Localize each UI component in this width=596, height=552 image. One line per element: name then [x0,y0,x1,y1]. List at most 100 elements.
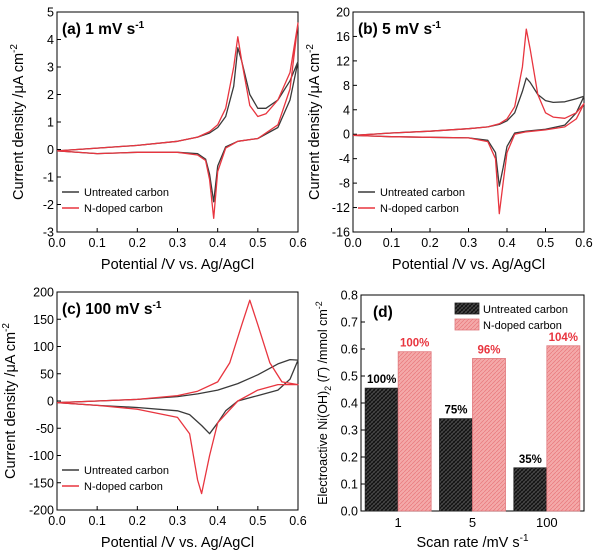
y-axis-label-text: Current density /μA cm [307,53,323,200]
x-axis-label-text: Scan rate /mV s [416,535,519,551]
x-tick-label: 0.1 [383,236,400,250]
y-axis-label: Current density /μA cm-2 [305,44,323,200]
panel-title-sup: -1 [432,20,441,31]
series-line-untreated [56,358,299,435]
y-axis-label: Current density /μA cm-2 [1,323,19,479]
series-line-untreated [56,47,299,203]
y-tick-label: 0.4 [341,397,358,411]
x-tick-label: 0.0 [48,236,65,250]
y-axis-label-text: Electroactive Ni(OH) [316,391,330,505]
x-tick-label: 0.1 [88,236,105,250]
panel-a: -3 -2 -1 0 1 2 3 4 5 0.0 0.1 0.2 0.3 0.4 0.5 0.6 (a) 1 m… [9,6,307,274]
panel-title: (b) 5 mV s-1 [358,20,441,38]
y-axis-label-text: Current density /μA cm [11,53,27,200]
y-tick-label: -1 [43,171,54,185]
x-tick-label: 0.4 [209,514,226,528]
y-tick-label: 4 [47,33,54,47]
x-tick-label: 0.0 [48,514,65,528]
y-axis-label: Electroactive Ni(OH)2 (Γ) /mmol cm-2 [314,301,333,505]
y-tick-label: 0.5 [341,370,358,384]
y-tick-label: 0.6 [341,343,358,357]
x-tick-label: 0.1 [88,514,105,528]
series-line-ndoped [56,299,299,495]
legend-label: N-doped carbon [380,203,459,215]
panel-title-sup: -1 [152,300,161,311]
y-tick-label: 4 [343,103,350,117]
legend-label: Untreated carbon [380,187,465,199]
series-line-ndoped [56,22,299,219]
series-line-untreated [352,77,585,187]
bar-value-label: 96% [477,344,500,356]
x-tick-label: 100 [536,515,558,530]
y-tick-label: -12 [332,201,350,215]
legend-label: Untreated carbon [84,465,169,477]
bar-value-label: 75% [444,405,467,417]
legend-label: N-doped carbon [483,320,562,332]
panel-title-text: 1 mV s [81,21,135,38]
y-axis-label-text: ) /mmol cm [316,309,330,371]
legend-label: N-doped carbon [84,481,163,493]
series-line-ndoped [352,28,585,215]
panel-label: (b) [358,21,378,38]
y-tick-label: -16 [332,226,350,240]
x-axis-label-sup: -1 [520,533,529,544]
y-tick-label: -50 [36,422,54,436]
y-tick-label: 20 [336,6,350,20]
y-axis-label-text: ( [316,377,330,385]
y-tick-label: 0 [47,143,54,157]
x-tick-label: 0.5 [537,236,554,250]
panel-c: -200 -150 -100 -50 0 50 100 150 200 0.0 0.1 0.2 0.3 0… [1,286,307,552]
y-tick-label: 0.1 [341,478,358,492]
panel-title: (c) 100 mV s-1 [62,300,162,318]
y-tick-label: -100 [29,449,54,463]
y-axis-label: Current density /μA cm-2 [9,44,27,200]
y-tick-label: -8 [339,177,350,191]
bar-ndoped_fill [546,345,581,512]
y-tick-label: 0.2 [341,451,358,465]
panel-title-text: 100 mV s [81,301,153,318]
x-tick-label: 0.5 [249,514,266,528]
panel-title-sup: -1 [135,20,144,31]
y-tick-label: 200 [33,286,54,300]
y-tick-label: 0 [47,395,54,409]
y-axis-label-sup: -2 [305,44,316,53]
y-axis-label-sub: 2 [323,386,333,391]
y-tick-label: 150 [33,313,54,327]
legend-label: N-doped carbon [84,203,163,215]
y-tick-label: 100 [33,340,54,354]
x-tick-label: 0.3 [460,236,477,250]
panel-label: (a) [62,21,81,38]
x-tick-label: 0.2 [129,236,146,250]
x-tick-label: 0.6 [289,514,306,528]
y-tick-label: 2 [47,88,54,102]
y-tick-label: 0.8 [341,289,358,303]
bar-value-label: 100% [367,374,396,386]
panel-title-text: 5 mV s [378,21,432,38]
bar-value-label: 100% [400,338,429,350]
legend-label: Untreated carbon [84,187,169,199]
plot-frame [56,11,299,233]
x-axis-label: Scan rate /mV s-1 [416,533,528,551]
x-axis-label: Potential /V vs. Ag/AgCl [101,535,254,551]
x-tick-label: 0.6 [289,236,306,250]
y-axis-label-sup: -2 [314,301,324,309]
x-tick-label: 0.5 [249,236,266,250]
y-tick-label: 0.0 [341,505,358,519]
bar-untreated [439,418,473,512]
panel-title: (a) 1 mV s-1 [62,20,145,38]
y-axis-label-text: Current density /μA cm [3,332,19,479]
y-tick-label: 0 [343,128,350,142]
bar-value-label: 104% [549,332,578,344]
y-tick-label: -200 [29,504,54,518]
y-tick-label: 0.3 [341,424,358,438]
x-axis-label: Potential /V vs. Ag/AgCl [392,257,545,273]
x-tick-label: 0.3 [169,236,186,250]
y-tick-label: 12 [336,54,350,68]
bar-untreated [364,387,399,512]
x-tick-label: 0.6 [575,236,592,250]
x-tick-label: 0.4 [498,236,515,250]
y-tick-label: -2 [43,198,54,212]
panel-label: (c) [62,301,81,318]
y-axis-label-sup: -2 [9,44,20,53]
